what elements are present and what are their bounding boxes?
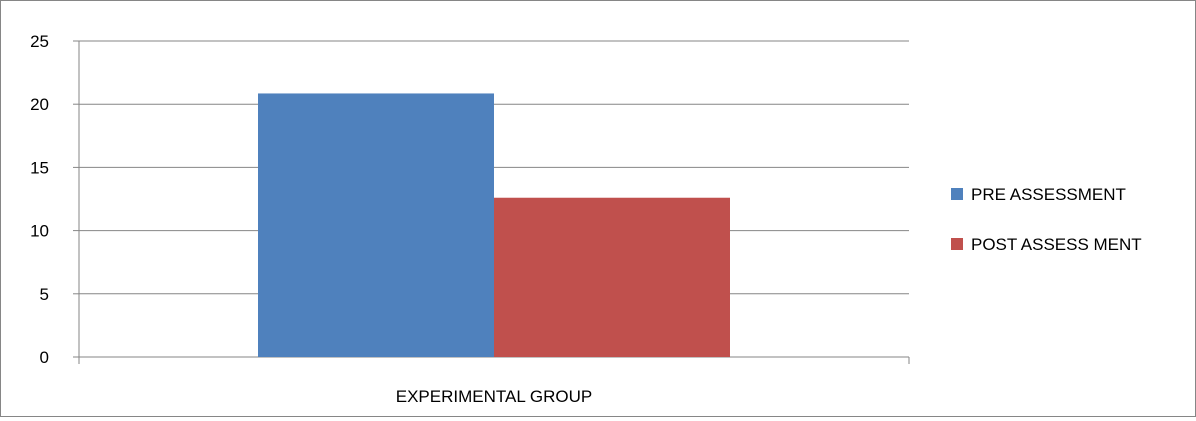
legend-label: POST ASSESS MENT [971,235,1142,254]
x-tick-labels: EXPERIMENTAL GROUP [396,387,592,406]
y-tick-labels: 0 5 10 15 20 25 [30,32,49,367]
y-tick-label: 25 [30,32,49,51]
y-tick-label: 10 [30,222,49,241]
legend-swatch [951,188,963,200]
legend-label: PRE ASSESSMENT [971,185,1126,204]
bar-post-assessment [494,197,730,357]
y-tick-label: 5 [40,285,49,304]
x-tick-label: EXPERIMENTAL GROUP [396,387,592,406]
y-tick-label: 0 [40,348,49,367]
y-tick-label: 15 [30,158,49,177]
legend-swatch [951,238,963,250]
legend: PRE ASSESSMENT POST ASSESS MENT [951,185,1142,254]
bars [258,93,730,358]
bar-pre-assessment [258,93,494,358]
y-tick-label: 20 [30,95,49,114]
